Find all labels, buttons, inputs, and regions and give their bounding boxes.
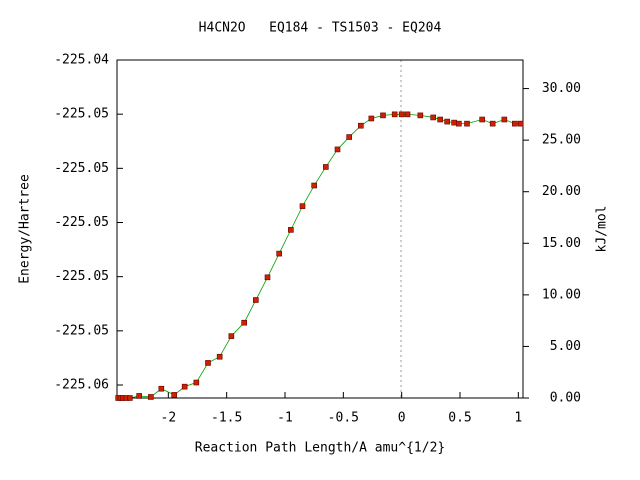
data-point	[346, 134, 352, 140]
data-point	[136, 393, 142, 399]
data-point	[311, 182, 317, 189]
y2-tick-label: 20.00	[542, 184, 581, 199]
data-point	[430, 114, 436, 121]
data-point	[489, 120, 496, 127]
data-point	[264, 274, 271, 281]
y2-tick-label: 15.00	[542, 236, 581, 251]
data-point	[299, 203, 306, 209]
data-point	[334, 146, 341, 153]
data-point	[216, 353, 223, 360]
data-point	[158, 385, 165, 392]
data-point	[276, 250, 282, 257]
data-point	[517, 120, 524, 127]
data-point	[444, 118, 450, 125]
data-point	[253, 297, 259, 303]
data-point	[205, 360, 211, 366]
data-point	[288, 227, 294, 233]
x-tick-label: 0	[398, 411, 406, 426]
x-axis-label: Reaction Path Length/A amu^{1/2}	[195, 441, 445, 456]
y2-tick-label: 0.00	[550, 391, 581, 406]
data-point	[501, 116, 508, 123]
x-tick-label: -1.5	[211, 411, 242, 426]
y2-axis-label: kJ/mol	[595, 206, 610, 253]
data-point	[358, 122, 364, 129]
data-point	[148, 394, 154, 400]
data-point	[171, 392, 177, 398]
data-point	[241, 319, 247, 326]
data-point	[417, 112, 424, 119]
data-point	[323, 164, 329, 170]
y2-tick-label: 5.00	[550, 339, 581, 354]
x-tick-label: 1	[514, 411, 522, 426]
x-tick-label: -2	[161, 411, 177, 426]
y-axis-label: Energy/Hartree	[18, 174, 33, 284]
y-tick-label: -225.05	[54, 107, 109, 122]
data-point	[464, 120, 470, 127]
data-point	[368, 115, 375, 122]
y-tick-label: -225.05	[54, 323, 109, 338]
data-point	[437, 116, 443, 123]
data-point	[193, 379, 200, 386]
y-tick-label: -225.04	[54, 53, 109, 68]
data-point	[228, 333, 235, 339]
data-point	[181, 383, 188, 390]
y-tick-label: -225.06	[54, 378, 109, 393]
data-point	[451, 119, 457, 126]
data-point	[512, 120, 518, 127]
y-tick-label: -225.05	[54, 269, 109, 284]
y2-tick-label: 25.00	[542, 133, 581, 148]
y2-tick-label: 30.00	[542, 81, 581, 96]
x-tick-label: -0.5	[328, 411, 359, 426]
data-point	[404, 111, 411, 118]
data-point	[456, 120, 462, 127]
y2-tick-label: 10.00	[542, 287, 581, 302]
chart-title: H4CN2O EQ184 - TS1503 - EQ204	[199, 21, 442, 36]
data-point	[398, 111, 405, 118]
plot-frame	[116, 59, 524, 399]
x-tick-label: 0.5	[448, 411, 471, 426]
y-tick-label: -225.05	[54, 215, 109, 230]
data-point	[391, 111, 398, 118]
x-tick-label: -1	[277, 411, 293, 426]
data-point	[479, 116, 485, 123]
data-point	[380, 112, 386, 119]
y-tick-label: -225.05	[54, 161, 109, 176]
data-point	[127, 395, 133, 401]
